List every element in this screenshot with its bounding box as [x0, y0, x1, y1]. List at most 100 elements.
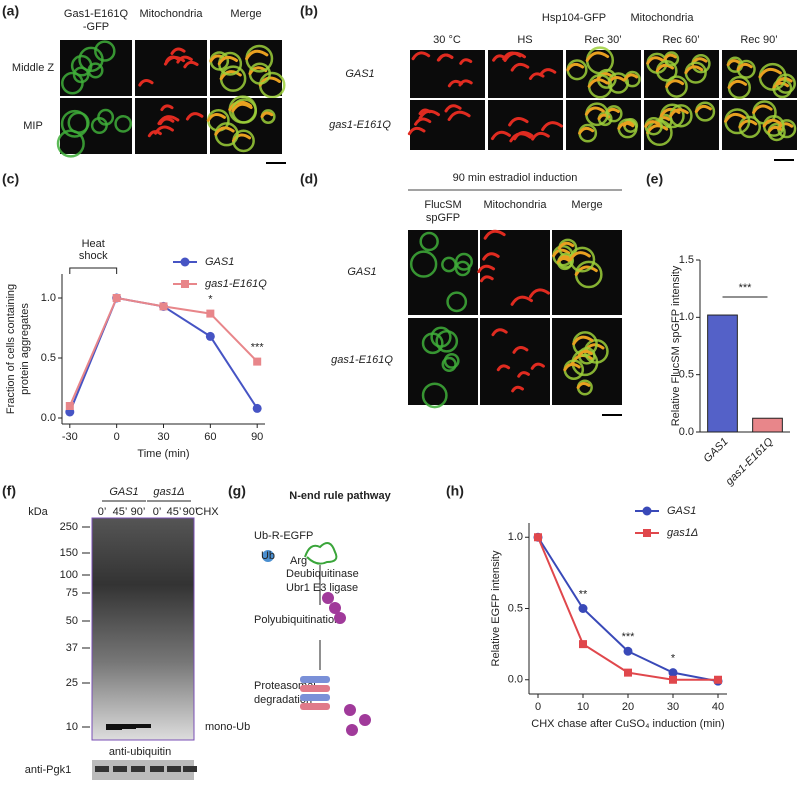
- x-tick-label: 20: [622, 701, 634, 713]
- cell-signal: [114, 114, 133, 133]
- ub-icon: [322, 592, 334, 604]
- column-header: Gas1-E161Q: [64, 8, 129, 20]
- cell-signal: [61, 71, 84, 95]
- point: [159, 302, 168, 311]
- diagram-title: N-end rule pathway: [289, 490, 391, 502]
- marker-label: 100: [60, 569, 78, 581]
- loading-band: [183, 766, 197, 772]
- antibody-label: anti-ubiquitin: [109, 746, 171, 758]
- mito-signal: [646, 56, 665, 65]
- mito-signal: [684, 65, 704, 75]
- enzyme-label: Ubr1 E3 ligase: [286, 582, 358, 594]
- mito-signal: [138, 79, 154, 87]
- y-tick-label: 0.5: [41, 352, 56, 364]
- marker-label: 150: [60, 547, 78, 559]
- row-label: gas1-E161Q: [329, 119, 391, 131]
- mito-signal: [566, 62, 585, 72]
- cell-signal: [97, 108, 115, 126]
- x-tick-label: 10: [577, 701, 589, 713]
- series-line: [68, 296, 259, 413]
- x-tick-label: 90: [251, 431, 263, 443]
- loading-label: anti-Pgk1: [25, 764, 71, 776]
- cell-signal: [70, 54, 93, 77]
- panel-label: (a): [2, 3, 19, 19]
- annotation: ***: [251, 342, 265, 354]
- cell-signal: [421, 382, 448, 409]
- mito-signal: [578, 126, 595, 135]
- mito-signal: [183, 60, 199, 69]
- mito-signal: [483, 229, 506, 240]
- panel-label: (h): [446, 483, 464, 499]
- mito-signal: [574, 265, 598, 276]
- mito-signal: [775, 76, 793, 86]
- x-tick-label: 60: [204, 431, 216, 443]
- y-tick-label: 1.0: [41, 292, 56, 304]
- mito-signal: [587, 78, 609, 88]
- mito-signal: [511, 385, 524, 393]
- group-label: gas1Δ: [153, 486, 184, 498]
- mito-signal: [414, 117, 432, 126]
- legend-label: GAS1: [667, 505, 696, 517]
- mito-signal: [158, 117, 175, 126]
- cell-signal: [441, 356, 457, 372]
- annotation: ***: [622, 631, 636, 643]
- cell-signal: [419, 231, 439, 252]
- significance-label: ***: [739, 282, 753, 294]
- panel-label: (b): [300, 3, 318, 19]
- arg-text: Arg: [290, 555, 307, 567]
- lane-label: 45’: [113, 506, 128, 518]
- band-label: mono-Ub: [205, 721, 250, 733]
- mito-signal: [163, 55, 186, 66]
- mito-signal: [539, 68, 557, 77]
- mito-signal: [418, 108, 432, 116]
- micrograph: [552, 318, 622, 405]
- mito-signal: [147, 130, 162, 138]
- mito-signal: [623, 73, 639, 81]
- cell-signal: [409, 250, 438, 278]
- mito-signal: [490, 130, 511, 141]
- proteasome-icon: [300, 694, 330, 701]
- mito-signal: [557, 255, 572, 263]
- mito-signal: [736, 62, 753, 71]
- mito-signal: [572, 335, 594, 346]
- treatment-label: CHX: [195, 506, 219, 518]
- marker-label: 250: [60, 521, 78, 533]
- mito-signal: [557, 241, 575, 250]
- point: [624, 668, 632, 677]
- panel-label: (d): [300, 171, 318, 187]
- mito-signal: [502, 51, 522, 61]
- micrograph: [135, 40, 207, 96]
- x-tick-label: 40: [712, 701, 724, 713]
- mito-signal: [569, 251, 591, 262]
- x-tick-label: 0: [114, 431, 120, 443]
- marker-label: 75: [66, 587, 78, 599]
- mito-signal: [583, 343, 605, 353]
- micrograph: [488, 100, 563, 150]
- y-tick-label: 1.0: [679, 311, 694, 323]
- legend-marker: [643, 529, 651, 537]
- annotation: *: [671, 653, 676, 665]
- loading-band: [113, 766, 127, 772]
- cell-signal: [94, 40, 116, 62]
- point: [578, 604, 588, 613]
- cell-signal: [435, 329, 459, 353]
- point: [252, 403, 262, 413]
- point: [65, 402, 74, 410]
- proteasome-icon: [300, 676, 330, 683]
- cell-signal: [421, 332, 444, 355]
- y-axis-label: Relative EGFP intensity: [490, 550, 502, 666]
- series-line: [537, 536, 718, 681]
- protein-icon: [304, 542, 338, 565]
- mito-signal: [576, 382, 591, 389]
- ub-icon: [344, 704, 356, 716]
- loading-band: [167, 766, 181, 772]
- bracket: [69, 267, 118, 274]
- panel-title: Mitochondria: [631, 12, 695, 24]
- mito-signal: [459, 58, 473, 65]
- mito-signal: [563, 362, 581, 372]
- micrograph: [410, 50, 485, 98]
- mito-signal: [480, 275, 494, 283]
- proteasome-icon: [300, 703, 330, 710]
- series-line: [68, 296, 258, 407]
